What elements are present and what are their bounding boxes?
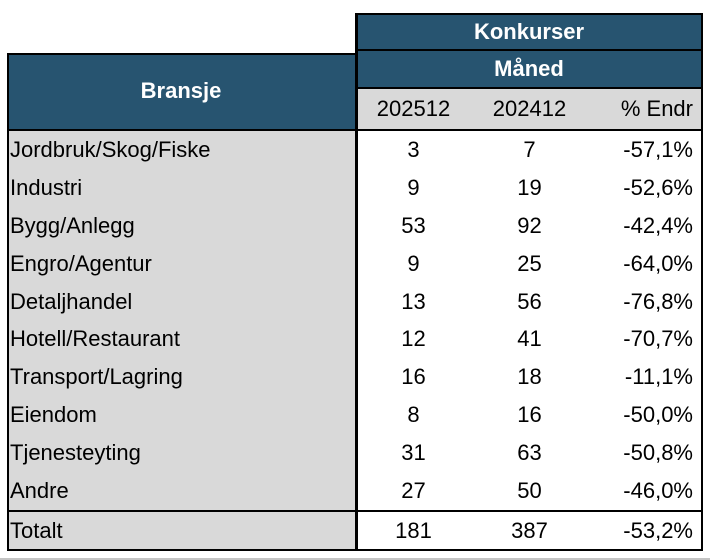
table-row: Eiendom 8 16 -50,0% [7, 396, 703, 435]
table-row: Jordbruk/Skog/Fiske 3 7 -57,1% [7, 131, 703, 169]
column-header-202412: 202412 [492, 96, 567, 121]
value-202412: 19 [472, 168, 587, 207]
value-202512: 9 [355, 168, 472, 207]
value-pct-endr: -11,1% [587, 358, 703, 397]
column-header-202512: 202512 [376, 96, 451, 121]
industry-label: Bygg/Anlegg [7, 206, 355, 245]
value-pct-endr: -52,6% [587, 168, 703, 207]
column-header-pct-endr: % Endr [620, 96, 693, 121]
value-pct-endr: -50,8% [587, 434, 703, 473]
industry-label: Andre [7, 472, 355, 511]
value-202512: 53 [355, 206, 472, 245]
total-value-202412: 387 [472, 512, 587, 549]
table-title: Konkurser [473, 19, 585, 44]
value-pct-endr: -57,1% [587, 131, 703, 169]
industry-label: Jordbruk/Skog/Fiske [7, 131, 355, 169]
industry-label: Engro/Agentur [7, 244, 355, 283]
period-header-cell: Måned [355, 51, 703, 87]
industry-label: Transport/Lagring [7, 358, 355, 397]
value-202512: 3 [355, 131, 472, 169]
table-row: Hotell/Restaurant 12 41 -70,7% [7, 320, 703, 359]
value-pct-endr: -46,0% [587, 472, 703, 511]
total-label: Totalt [7, 512, 355, 549]
row-label-header: Bransje [140, 78, 222, 103]
total-value-202512: 181 [355, 512, 472, 549]
table-border-left [7, 53, 9, 551]
value-202412: 92 [472, 206, 587, 245]
table-row: Andre 27 50 -46,0% [7, 472, 703, 511]
table-row: Engro/Agentur 9 25 -64,0% [7, 244, 703, 283]
table-border-middle [355, 13, 358, 551]
table-row: Tjenesteyting 31 63 -50,8% [7, 434, 703, 473]
value-202512: 9 [355, 244, 472, 283]
bottom-gridline [0, 558, 710, 560]
value-202412: 16 [472, 396, 587, 435]
table-border-period-divider [355, 87, 703, 89]
value-202412: 56 [472, 282, 587, 321]
table-row: Transport/Lagring 16 18 -11,1% [7, 358, 703, 397]
value-202512: 16 [355, 358, 472, 397]
period-header: Måned [494, 56, 564, 81]
value-202412: 63 [472, 434, 587, 473]
value-pct-endr: -50,0% [587, 396, 703, 435]
value-202512: 8 [355, 396, 472, 435]
total-pct-endr: -53,2% [587, 512, 703, 549]
industry-label: Eiendom [7, 396, 355, 435]
table-border-top [355, 13, 703, 15]
table-border-right [701, 13, 703, 551]
value-202512: 12 [355, 320, 472, 359]
industry-label: Hotell/Restaurant [7, 320, 355, 359]
industry-label: Detaljhandel [7, 282, 355, 321]
industry-label: Industri [7, 168, 355, 207]
table-title-cell: Konkurser [355, 15, 703, 49]
value-202512: 31 [355, 434, 472, 473]
value-202412: 41 [472, 320, 587, 359]
value-202412: 7 [472, 131, 587, 169]
table-row: Bygg/Anlegg 53 92 -42,4% [7, 206, 703, 245]
total-row: Totalt 181 387 -53,2% [7, 512, 703, 549]
table-body: Jordbruk/Skog/Fiske 3 7 -57,1% Industri … [7, 131, 703, 511]
value-202412: 18 [472, 358, 587, 397]
value-202412: 50 [472, 472, 587, 511]
value-202512: 27 [355, 472, 472, 511]
table-border-bransje-top [7, 53, 355, 55]
value-pct-endr: -42,4% [587, 206, 703, 245]
column-header-row: 202512 202412 % Endr [355, 89, 703, 129]
table-border-title-divider [355, 49, 703, 51]
row-label-header-cell: Bransje [7, 53, 355, 129]
value-202412: 25 [472, 244, 587, 283]
table-row: Detaljhandel 13 56 -76,8% [7, 282, 703, 321]
industry-label: Tjenesteyting [7, 434, 355, 473]
table-row: Industri 9 19 -52,6% [7, 168, 703, 207]
value-pct-endr: -70,7% [587, 320, 703, 359]
value-pct-endr: -64,0% [587, 244, 703, 283]
value-pct-endr: -76,8% [587, 282, 703, 321]
value-202512: 13 [355, 282, 472, 321]
